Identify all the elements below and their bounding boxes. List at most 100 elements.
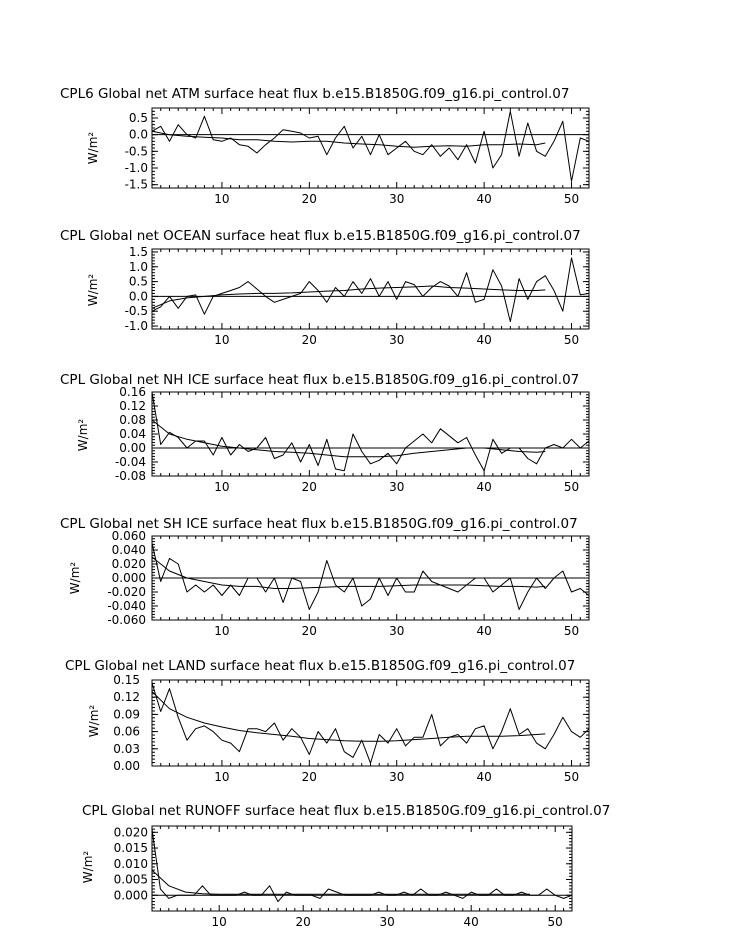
x-tick-label: 50	[564, 624, 579, 638]
y-tick-label: -0.5	[125, 304, 148, 318]
x-tick-label: 40	[464, 915, 479, 929]
y-tick-label: 1.5	[129, 245, 148, 259]
x-tick-label: 30	[389, 624, 404, 638]
running-mean-line	[151, 869, 530, 895]
y-tick-label: 0.12	[119, 399, 146, 413]
x-tick-label: 20	[302, 624, 317, 638]
x-tick-label: 40	[476, 480, 491, 494]
atm-heat-flux-panel: CPL6 Global net ATM surface heat flux b.…	[60, 86, 590, 206]
ocean-panel-title: CPL Global net OCEAN surface heat flux b…	[60, 228, 581, 244]
ocean-heat-flux-panel: CPL Global net OCEAN surface heat flux b…	[60, 228, 590, 347]
runoff-panel-ylabel: W/m²	[81, 851, 95, 884]
y-tick-label: 0.12	[113, 690, 140, 704]
y-tick-label: 0.020	[114, 825, 148, 839]
y-tick-label: -1.0	[125, 319, 148, 333]
y-tick-label: 0.00	[113, 759, 140, 773]
nh-ice-panel-ylabel: W/m²	[76, 419, 90, 452]
x-tick-label: 40	[476, 624, 491, 638]
y-tick-label: -1.5	[125, 178, 148, 192]
y-tick-label: 0.09	[113, 707, 140, 721]
running-mean-line	[151, 691, 546, 742]
x-tick-label: 50	[564, 480, 579, 494]
atm-panel-title: CPL6 Global net ATM surface heat flux b.…	[60, 86, 569, 102]
y-tick-label: 0.010	[114, 857, 148, 871]
x-tick-label: 10	[214, 333, 229, 347]
y-tick-label: 0.0	[129, 289, 148, 303]
y-tick-label: -0.040	[107, 599, 146, 613]
y-tick-label: 0.08	[119, 413, 146, 427]
y-tick-label: 1.0	[129, 260, 148, 274]
x-tick-label: 10	[212, 915, 227, 929]
x-tick-label: 30	[389, 333, 404, 347]
x-tick-label: 40	[476, 770, 491, 784]
y-tick-label: 0.04	[119, 427, 146, 441]
x-tick-label: 20	[302, 770, 317, 784]
y-tick-label: 0.06	[113, 725, 140, 739]
sh-ice-panel-title: CPL Global net SH ICE surface heat flux …	[60, 516, 578, 532]
y-tick-label: -0.04	[115, 455, 146, 469]
atm-panel-marks: 10 20 30 40 50 0.5 0.0 -0.5 -1.0 -1.5	[125, 107, 590, 206]
atm-panel-ylabel: W/m²	[86, 132, 100, 165]
annual-series-line	[151, 391, 590, 472]
sh-ice-panel-marks: 10 20 30 40 500.0600.0400.0200.000-0.020-0.0…	[107, 529, 590, 638]
running-mean-line	[151, 285, 546, 309]
x-tick-label: 40	[476, 333, 491, 347]
y-tick-label: 0.000	[114, 888, 148, 902]
sh-ice-panel-ylabel: W/m²	[68, 562, 82, 595]
nh-ice-heat-flux-panel: CPL Global net NH ICE surface heat flux …	[60, 372, 590, 494]
y-tick-label: -0.020	[107, 585, 146, 599]
x-tick-label: 20	[296, 915, 311, 929]
x-tick-label: 10	[214, 192, 229, 206]
x-tick-label: 10	[214, 480, 229, 494]
annual-series-line	[151, 110, 590, 182]
y-tick-label: 0.060	[112, 529, 146, 543]
x-tick-label: 30	[380, 915, 395, 929]
plot-frame	[151, 679, 590, 767]
y-tick-label: -0.060	[107, 613, 146, 627]
x-tick-label: 20	[302, 333, 317, 347]
y-tick-label: -0.08	[115, 469, 146, 483]
x-tick-label: 10	[214, 624, 229, 638]
runoff-heat-flux-panel: CPL Global net RUNOFF surface heat flux …	[81, 803, 610, 929]
x-tick-label: 50	[564, 192, 579, 206]
running-mean-line	[151, 556, 546, 589]
x-tick-label: 10	[214, 770, 229, 784]
x-tick-label: 50	[564, 333, 579, 347]
land-panel-title: CPL Global net LAND surface heat flux b.…	[65, 658, 575, 674]
x-tick-label: 50	[564, 770, 579, 784]
y-tick-label: 0.000	[112, 571, 146, 585]
land-panel-marks: 10 20 30 40 50 0.15 0.12 0.09 0.06 0.03 0.00	[113, 673, 590, 784]
plot-frame	[151, 107, 590, 189]
y-tick-label: 0.15	[113, 673, 140, 687]
y-tick-label: 0.020	[112, 557, 146, 571]
plot-frame	[151, 825, 573, 912]
x-tick-label: 30	[389, 192, 404, 206]
land-panel-ylabel: W/m²	[87, 705, 101, 738]
x-tick-label: 20	[302, 480, 317, 494]
annual-series-line	[151, 682, 590, 764]
x-tick-label: 40	[476, 192, 491, 206]
running-mean-line	[151, 130, 546, 148]
running-mean-line	[151, 419, 546, 458]
nh-ice-panel-marks: 10 20 30 40 50 0.160.120.080.040.00-0.04-0.08	[115, 385, 590, 494]
ocean-panel-marks: 10 20 30 40 50 1.51.00.50.0-0.5-1.0	[125, 245, 590, 347]
land-heat-flux-panel: CPL Global net LAND surface heat flux b.…	[65, 658, 590, 784]
y-tick-label: -0.5	[125, 144, 148, 158]
y-tick-label: 0.040	[112, 543, 146, 557]
runoff-panel-title: CPL Global net RUNOFF surface heat flux …	[82, 803, 610, 819]
y-tick-label: -1.0	[125, 161, 148, 175]
nh-ice-panel-title: CPL Global net NH ICE surface heat flux …	[60, 372, 579, 388]
y-tick-label: 0.00	[119, 441, 146, 455]
y-tick-label: 0.5	[129, 275, 148, 289]
annual-series-line	[151, 542, 590, 610]
y-tick-label: 0.5	[129, 111, 148, 125]
ocean-panel-ylabel: W/m²	[86, 274, 100, 307]
annual-series-line	[151, 257, 590, 323]
y-tick-label: 0.005	[114, 873, 148, 887]
sh-ice-heat-flux-panel: CPL Global net SH ICE surface heat flux …	[60, 516, 590, 638]
annual-series-line	[151, 829, 573, 903]
y-tick-label: 0.015	[114, 841, 148, 855]
x-tick-label: 50	[548, 915, 563, 929]
